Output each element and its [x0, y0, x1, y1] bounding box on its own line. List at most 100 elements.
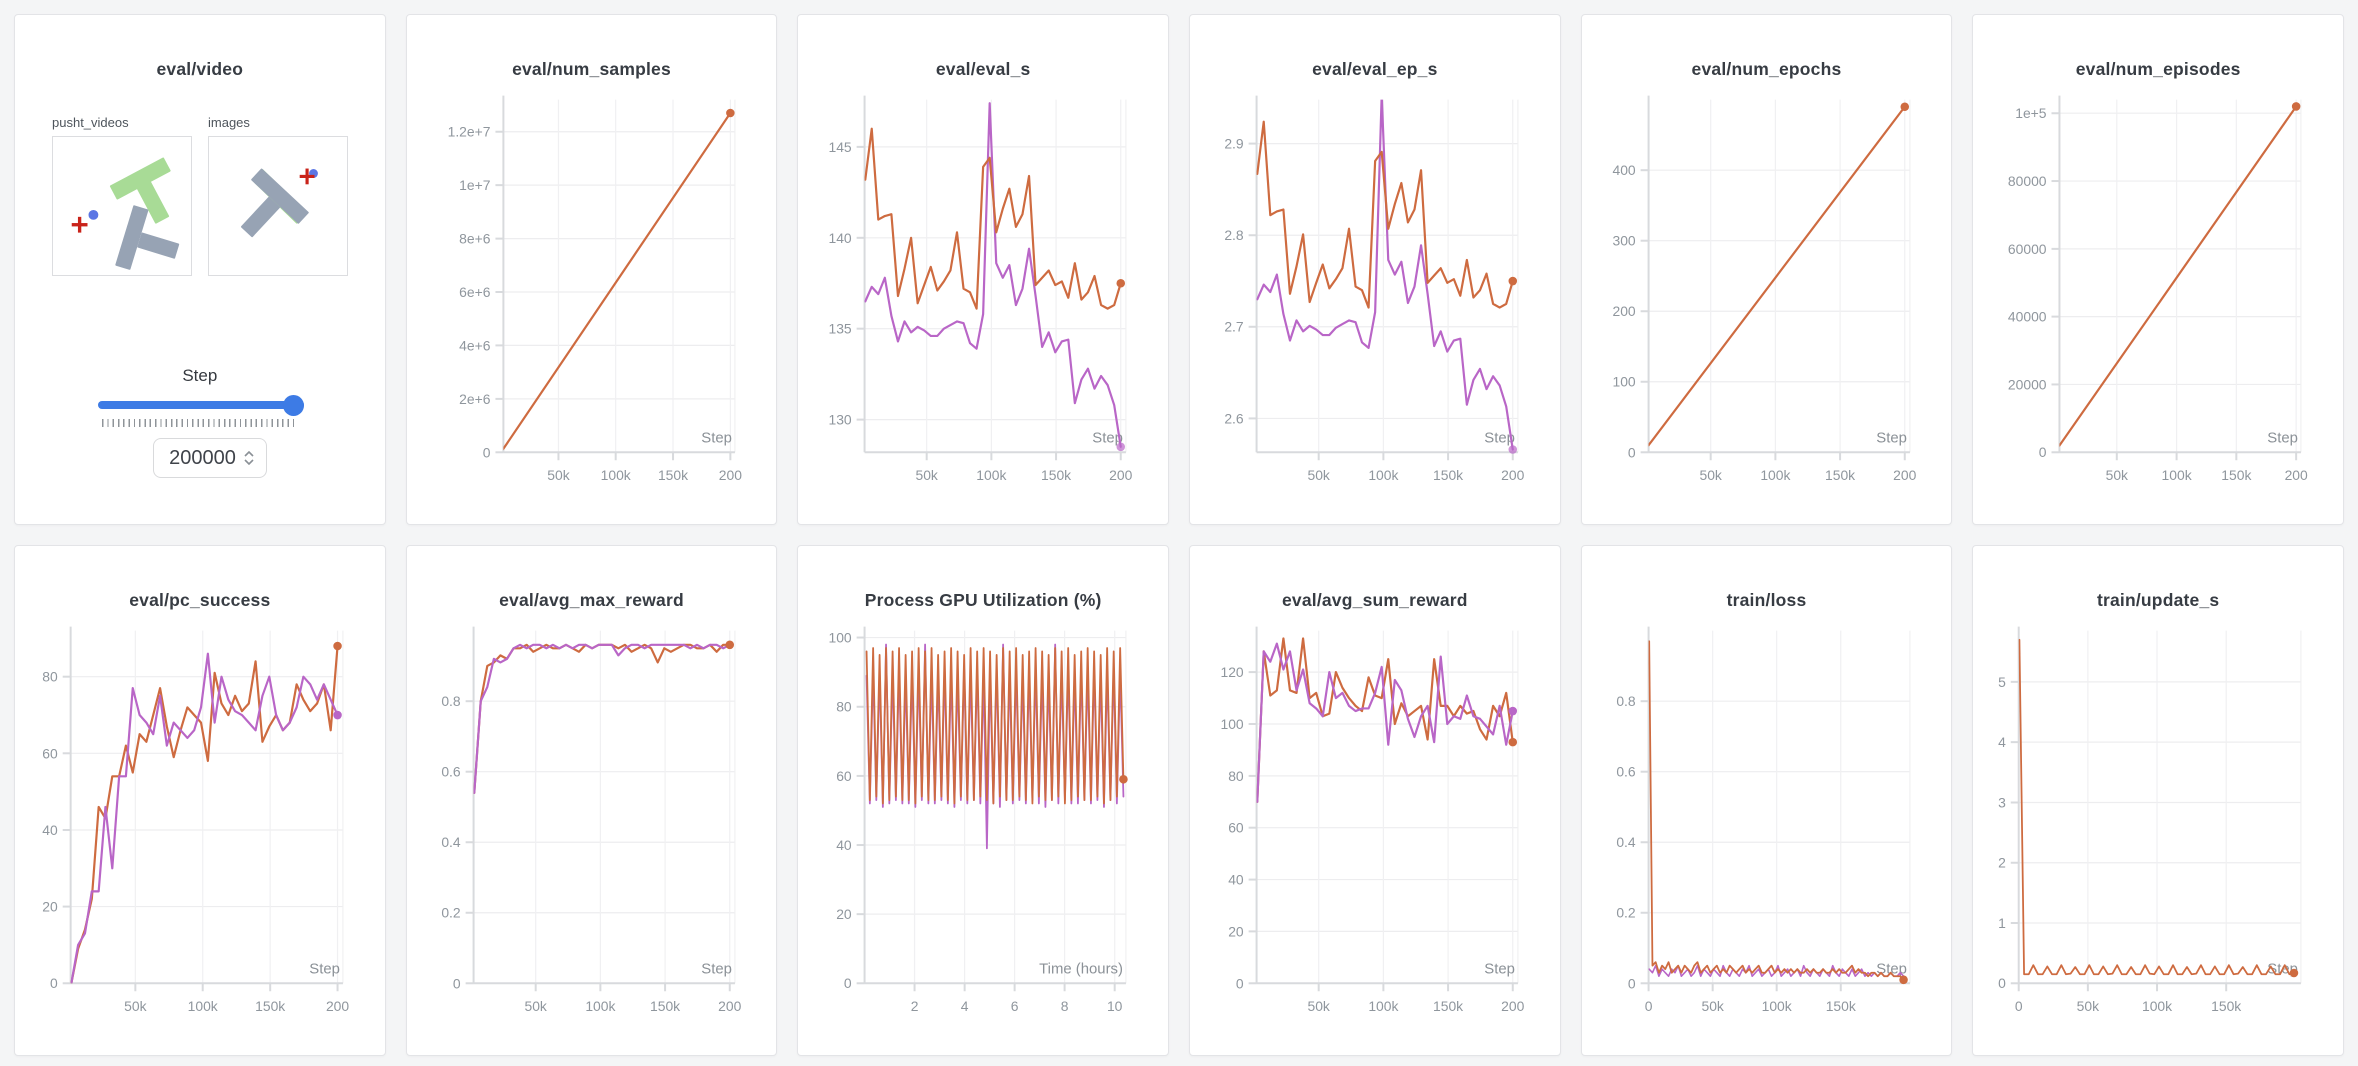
line-chart-num-episodes[interactable]: 0 20000 40000 60000 80000 1e+5 50k 100k 150k 200 S… — [1973, 15, 2343, 524]
panel-train-update-s[interactable]: train/update_s 0 1 2 3 4 5 0 50k 100k 150k Step — [1972, 545, 2344, 1056]
svg-text:150k: 150k — [1825, 467, 1855, 483]
svg-text:Step: Step — [309, 960, 340, 977]
svg-text:100k: 100k — [1368, 467, 1398, 483]
svg-text:80: 80 — [1228, 768, 1244, 784]
step-value-box[interactable] — [153, 438, 267, 478]
svg-text:0: 0 — [2015, 998, 2023, 1014]
svg-text:80000: 80000 — [2008, 173, 2047, 189]
svg-text:50k: 50k — [124, 998, 146, 1014]
svg-text:100: 100 — [1220, 716, 1243, 732]
svg-text:1.2e+7: 1.2e+7 — [447, 124, 490, 140]
svg-text:Step: Step — [701, 960, 732, 977]
svg-text:400: 400 — [1612, 162, 1635, 178]
pusht-video-thumbnail[interactable] — [52, 136, 192, 276]
slider-track[interactable] — [98, 401, 304, 409]
svg-text:100k: 100k — [1761, 998, 1791, 1014]
svg-text:0.4: 0.4 — [1616, 834, 1636, 850]
step-decrement-icon[interactable] — [243, 459, 254, 465]
svg-text:50k: 50k — [524, 998, 546, 1014]
svg-text:150k: 150k — [1041, 467, 1071, 483]
step-slider[interactable] — [98, 393, 304, 417]
svg-text:200: 200 — [1501, 998, 1524, 1014]
line-chart-train-loss[interactable]: 0 0.2 0.4 0.6 0.8 0 50k 100k 150k Step — [1582, 546, 1952, 1055]
panel-eval-num-episodes[interactable]: eval/num_episodes 0 20000 40000 60000 80000 1… — [1972, 14, 2344, 525]
slider-handle[interactable] — [283, 394, 304, 416]
svg-text:0.2: 0.2 — [1616, 905, 1636, 921]
svg-text:60: 60 — [837, 768, 853, 784]
panel-title: Process GPU Utilization (%) — [864, 590, 1102, 610]
svg-text:40: 40 — [837, 837, 853, 853]
svg-text:Step: Step — [701, 429, 732, 446]
line-chart-num-epochs[interactable]: 0 100 200 300 400 50k 100k 150k 200 Step — [1582, 15, 1952, 524]
svg-text:0.6: 0.6 — [441, 764, 461, 780]
svg-text:8: 8 — [1061, 998, 1069, 1014]
panel-title: train/update_s — [2096, 590, 2220, 610]
svg-text:150k: 150k — [2211, 998, 2241, 1014]
panel-eval-eval-ep-s[interactable]: eval/eval_ep_s 2.6 2.7 2.8 2.9 50k 100k 150k 20… — [1188, 14, 1561, 525]
svg-text:2: 2 — [1998, 855, 2006, 871]
panel-eval-eval-s[interactable]: eval/eval_s 130 135 140 145 50k 100k 150k 200 St… — [797, 14, 1169, 525]
svg-text:150k: 150k — [658, 467, 688, 483]
svg-text:0.4: 0.4 — [441, 834, 461, 850]
svg-text:1: 1 — [1998, 915, 2006, 931]
svg-text:80: 80 — [837, 699, 853, 715]
svg-text:6: 6 — [1011, 998, 1019, 1014]
svg-text:50k: 50k — [2106, 467, 2128, 483]
svg-text:200: 200 — [718, 467, 741, 483]
step-slider-label: Step — [182, 366, 218, 385]
svg-text:2: 2 — [911, 998, 919, 1014]
line-chart-pc-success[interactable]: 0 20 40 60 80 50k 100k 150k 200 Step — [15, 546, 385, 1055]
svg-text:200: 200 — [326, 998, 349, 1014]
svg-text:200: 200 — [2285, 467, 2308, 483]
line-chart-eval-s[interactable]: 130 135 140 145 50k 100k 150k 200 Step — [798, 15, 1168, 524]
line-chart-train-update-s[interactable]: 0 1 2 3 4 5 0 50k 100k 150k Step — [1973, 546, 2343, 1055]
panel-title: eval/avg_sum_reward — [1281, 590, 1468, 610]
svg-text:2.7: 2.7 — [1224, 319, 1244, 335]
svg-text:150k: 150k — [2222, 467, 2252, 483]
line-chart-avg-sum-reward[interactable]: 0 20 40 60 80 100 120 50k 100k 150k 200 Step — [1190, 546, 1560, 1055]
svg-text:Step: Step — [1484, 960, 1515, 977]
panel-eval-num-samples[interactable]: eval/num_samples 0 2e+6 4e+6 6e+6 8e+6 1e+7 1.… — [405, 14, 778, 525]
svg-text:40: 40 — [42, 822, 58, 838]
svg-text:1e+7: 1e+7 — [459, 177, 491, 193]
svg-text:4: 4 — [1998, 734, 2006, 750]
panel-process-gpu-utilization[interactable]: Process GPU Utilization (%) 0 20 40 60 80 100… — [797, 545, 1169, 1056]
svg-text:200: 200 — [1893, 467, 1916, 483]
panel-eval-video[interactable]: eval/video pusht_videos images — [14, 14, 386, 525]
panel-eval-num-epochs[interactable]: eval/num_epochs 0 100 200 300 400 50k 100k 150k… — [1580, 14, 1953, 525]
svg-text:200: 200 — [1109, 467, 1132, 483]
panel-title: eval/num_samples — [512, 59, 671, 79]
svg-text:135: 135 — [829, 321, 852, 337]
svg-text:4: 4 — [961, 998, 969, 1014]
svg-text:0.8: 0.8 — [1616, 693, 1636, 709]
panel-eval-avg-sum-reward[interactable]: eval/avg_sum_reward 0 20 40 60 80 100 120 50k 10… — [1188, 545, 1561, 1056]
svg-text:0: 0 — [50, 975, 58, 991]
slider-tick-marks — [102, 419, 298, 427]
svg-text:130: 130 — [829, 412, 852, 428]
agent-dot — [88, 209, 99, 220]
panel-eval-avg-max-reward[interactable]: eval/avg_max_reward 0 0.2 0.4 0.6 0.8 50k 100k… — [405, 545, 778, 1056]
svg-text:0.6: 0.6 — [1616, 764, 1636, 780]
panel-eval-pc-success[interactable]: eval/pc_success 0 20 40 60 80 50k 100k 150k 200 S… — [14, 545, 386, 1056]
line-chart-gpu-utilization[interactable]: 0 20 40 60 80 100 2 4 6 8 10 Time (hours) — [798, 546, 1168, 1055]
panel-title: eval/eval_s — [935, 59, 1031, 79]
svg-text:200: 200 — [1501, 467, 1524, 483]
line-chart-num-samples[interactable]: 0 2e+6 4e+6 6e+6 8e+6 1e+7 1.2e+7 50k 100k 150k 20… — [407, 15, 777, 524]
thumbnail-label: pusht_videos — [52, 115, 129, 130]
panel-title: eval/pc_success — [129, 590, 271, 610]
images-thumbnail[interactable] — [208, 136, 348, 276]
pusht-scene-image — [71, 157, 180, 270]
panel-train-loss[interactable]: train/loss 0 0.2 0.4 0.6 0.8 0 50k 100k 150k Step — [1580, 545, 1953, 1056]
step-number-input[interactable] — [166, 446, 239, 470]
line-chart-eval-ep-s[interactable]: 2.6 2.7 2.8 2.9 50k 100k 150k 200 Step — [1190, 15, 1560, 524]
svg-text:1e+5: 1e+5 — [2016, 105, 2048, 121]
svg-text:140: 140 — [829, 230, 852, 246]
svg-text:100k: 100k — [2142, 998, 2172, 1014]
svg-text:150k: 150k — [255, 998, 285, 1014]
step-increment-icon[interactable] — [243, 451, 254, 457]
svg-text:6e+6: 6e+6 — [459, 284, 491, 300]
panel-title: eval/avg_max_reward — [499, 590, 684, 610]
svg-text:2.9: 2.9 — [1224, 136, 1244, 152]
line-chart-avg-max-reward[interactable]: 0 0.2 0.4 0.6 0.8 50k 100k 150k 200 Step — [407, 546, 777, 1055]
